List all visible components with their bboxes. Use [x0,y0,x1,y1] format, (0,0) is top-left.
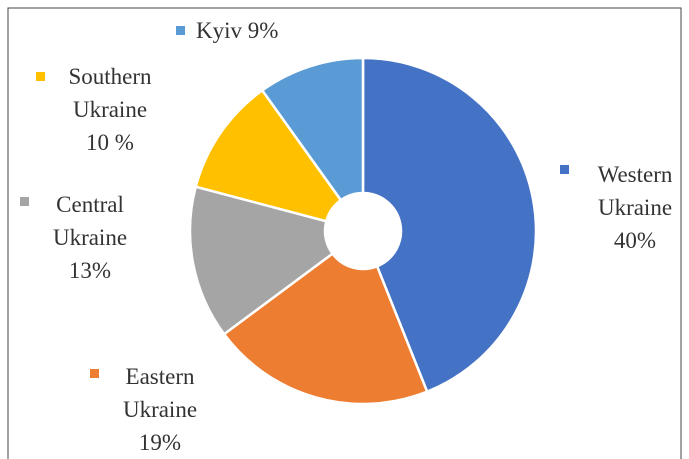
slice-label: Western Ukraine 40% [570,158,689,257]
value-label: 40% [613,228,657,253]
slice-label: Central Ukraine 13% [25,188,155,287]
slice [361,56,538,394]
category-label: Southern Ukraine [68,64,152,122]
slice-label: Eastern Ukraine 19% [95,360,225,459]
category-label: Western Ukraine [597,162,673,220]
slice-label: Kyiv 9% [196,14,278,47]
category-label: Eastern Ukraine [122,364,198,422]
slice [194,88,343,223]
value-label: 19% [138,430,182,455]
slice [260,56,365,202]
category-label: Kyiv [196,18,242,43]
legend-marker [36,72,45,81]
value-label: 13% [68,258,112,283]
slice [222,251,429,406]
category-label: Central Ukraine [52,192,128,250]
value-label: 9% [247,18,279,43]
legend-marker [176,26,185,35]
slice [188,185,335,336]
slice-label: Southern Ukraine 10 % [45,60,175,159]
legend-marker [20,197,29,206]
value-label: 10 % [86,130,134,155]
legend-marker [90,369,99,378]
legend-marker [560,165,569,174]
